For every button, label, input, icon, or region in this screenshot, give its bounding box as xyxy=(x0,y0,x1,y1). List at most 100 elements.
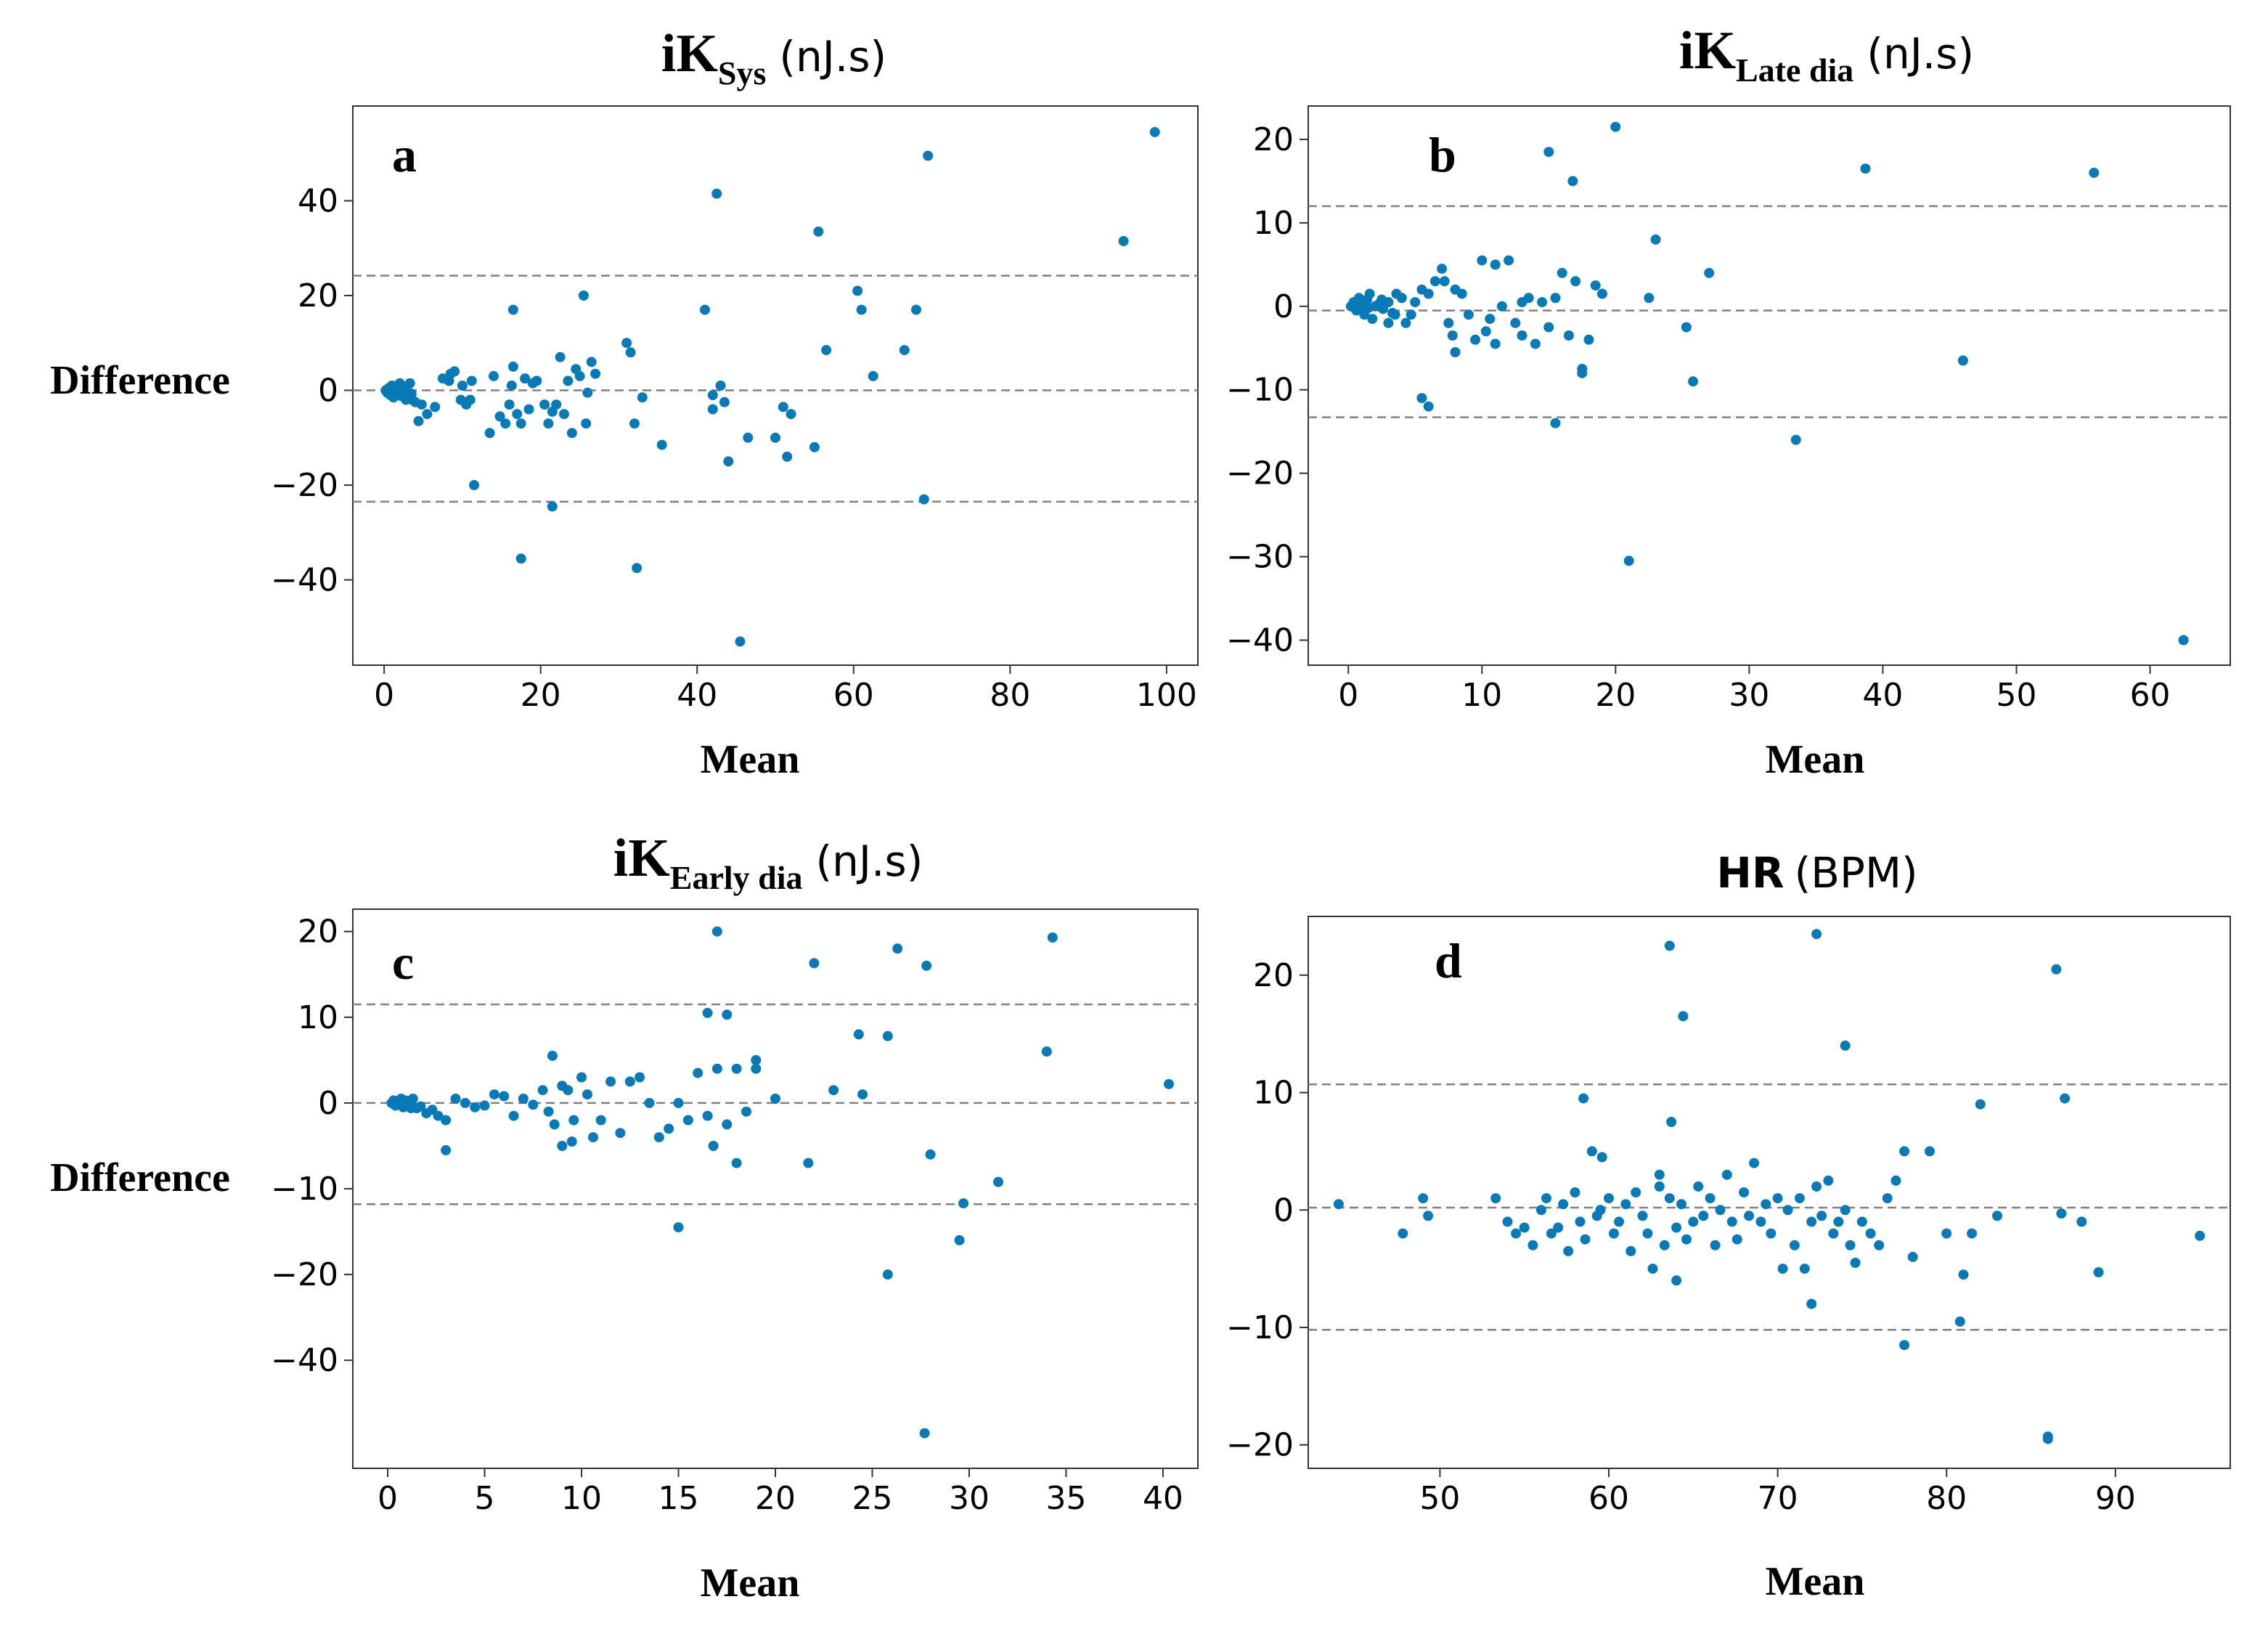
panel-b-point xyxy=(1590,280,1601,291)
panel-d-point xyxy=(1664,940,1675,951)
panel-b-point xyxy=(1537,297,1548,308)
panel-a-point xyxy=(656,439,667,450)
panel-c-point xyxy=(537,1085,548,1096)
panel-c-point xyxy=(722,1119,733,1130)
panel-c-ytick-label: −40 xyxy=(271,1342,338,1379)
panel-d-point xyxy=(1806,1298,1817,1309)
panel-a-xtick-label: 20 xyxy=(521,677,561,714)
panel-b-ytick-label: −10 xyxy=(1226,372,1294,409)
panel-b-point xyxy=(1400,317,1411,328)
panel-a: iKSys (nJ.s) 0 20 40 60 80 100 40 20 0 −20 −40 a D… xyxy=(50,24,1199,782)
panel-d-point xyxy=(1693,1181,1704,1192)
panel-c-point xyxy=(499,1091,510,1102)
panel-a-point xyxy=(515,553,526,564)
panel-c-point xyxy=(624,1076,635,1087)
panel-c-point xyxy=(682,1115,693,1126)
panel-c-point xyxy=(664,1123,674,1134)
panel-a-point xyxy=(723,456,734,467)
panel-c-xtick-label: 40 xyxy=(1143,1480,1183,1517)
panel-c-point xyxy=(857,1089,868,1100)
panel-d-point xyxy=(1899,1146,1910,1157)
panel-d-point xyxy=(1811,1181,1822,1192)
panel-c-point xyxy=(460,1097,470,1108)
panel-d-point xyxy=(1671,1275,1682,1286)
panel-a-point xyxy=(416,399,427,410)
panel-b-xtick-label: 20 xyxy=(1595,677,1636,714)
panel-d-point xyxy=(1975,1099,1986,1110)
panel-d-point xyxy=(1666,1117,1677,1127)
panel-d-point xyxy=(1954,1316,1965,1327)
panel-b-xtick-label: 10 xyxy=(1461,677,1502,714)
panel-b-point xyxy=(1517,297,1527,308)
panel-a-point xyxy=(782,451,793,462)
panel-c-point xyxy=(635,1072,645,1083)
panel-a-point xyxy=(778,402,788,412)
panel-d-xtick-label: 50 xyxy=(1419,1480,1460,1517)
panel-a-point xyxy=(506,381,517,391)
panel-d-point xyxy=(1681,1234,1692,1245)
panel-d-point xyxy=(1418,1193,1429,1204)
panel-b-point xyxy=(1543,322,1554,333)
panel-c-point xyxy=(415,1101,426,1112)
panel-d-point xyxy=(1772,1193,1783,1204)
panel-c-point xyxy=(508,1110,519,1121)
panel-d-point xyxy=(1698,1211,1709,1221)
panel-d-ytick-label: 20 xyxy=(1253,957,1294,994)
panel-c-point xyxy=(450,1094,461,1104)
panel-d-point xyxy=(1609,1228,1619,1239)
panel-d-point xyxy=(1620,1199,1631,1210)
panel-d-point xyxy=(1604,1193,1614,1204)
panel-c-point xyxy=(479,1100,490,1111)
panel-a-xlabel: Mean xyxy=(701,737,800,782)
panel-c-point xyxy=(568,1115,579,1126)
panel-c-point xyxy=(549,1119,560,1130)
panel-a-ytick-label: 40 xyxy=(298,183,338,220)
panel-c-point xyxy=(803,1158,814,1168)
panel-b-xtick-label: 30 xyxy=(1729,677,1769,714)
panel-d-point xyxy=(1710,1240,1721,1250)
panel-c-point xyxy=(954,1235,965,1245)
panel-a-point xyxy=(413,415,424,426)
panel-a-point xyxy=(813,226,824,237)
panel-d-point xyxy=(1541,1193,1551,1204)
panel-d-point xyxy=(1789,1240,1800,1250)
panel-c-xtick-label: 0 xyxy=(378,1480,398,1517)
panel-a-point xyxy=(574,370,585,381)
panel-b-title: iKLate dia (nJ.s) xyxy=(1679,21,1974,89)
panel-b-point xyxy=(1543,147,1554,158)
panel-a-ylabel: Difference xyxy=(50,358,230,403)
panel-b-point xyxy=(1390,309,1400,320)
panel-a-point xyxy=(484,428,495,439)
panel-c-xtick-label: 30 xyxy=(949,1480,990,1517)
panel-c-ylabel: Difference xyxy=(50,1155,230,1200)
panel-d-point xyxy=(1794,1193,1805,1204)
panel-d-point xyxy=(2093,1267,2104,1277)
panel-d-point xyxy=(2056,1208,2067,1219)
panel-a-point xyxy=(735,636,746,647)
panel-a-point xyxy=(786,409,796,420)
panel-d-point xyxy=(1595,1205,1606,1216)
panel-c-point xyxy=(919,1428,930,1439)
panel-d-point xyxy=(1553,1222,1564,1233)
panel-d-point xyxy=(1398,1228,1408,1239)
panel-b: iKLate dia (nJ.s) 0 10 20 30 40 50 60 20 10 0 −10 −… xyxy=(1226,21,2231,782)
panel-b-point xyxy=(1485,314,1496,325)
panel-b-point xyxy=(1704,267,1715,278)
panel-b-point xyxy=(1463,309,1474,320)
panel-c-point xyxy=(1047,932,1058,943)
panel-d-xlabel: Mean xyxy=(1766,1559,1865,1604)
panel-b-point xyxy=(1957,355,1968,366)
panel-c-point xyxy=(958,1198,968,1209)
panel-c-ytick-label: 10 xyxy=(298,999,338,1036)
panel-c-xtick-label: 25 xyxy=(852,1480,892,1517)
panel-b-point xyxy=(1610,121,1621,132)
panel-b-point xyxy=(1860,163,1871,174)
panel-c-point xyxy=(751,1054,762,1065)
panel-d-point xyxy=(1845,1240,1856,1250)
panel-d-point xyxy=(1511,1228,1522,1239)
panel-b-point xyxy=(1423,288,1434,299)
panel-b-point xyxy=(1477,255,1488,266)
panel-c-point xyxy=(605,1076,616,1087)
panel-b-point xyxy=(1563,330,1574,341)
